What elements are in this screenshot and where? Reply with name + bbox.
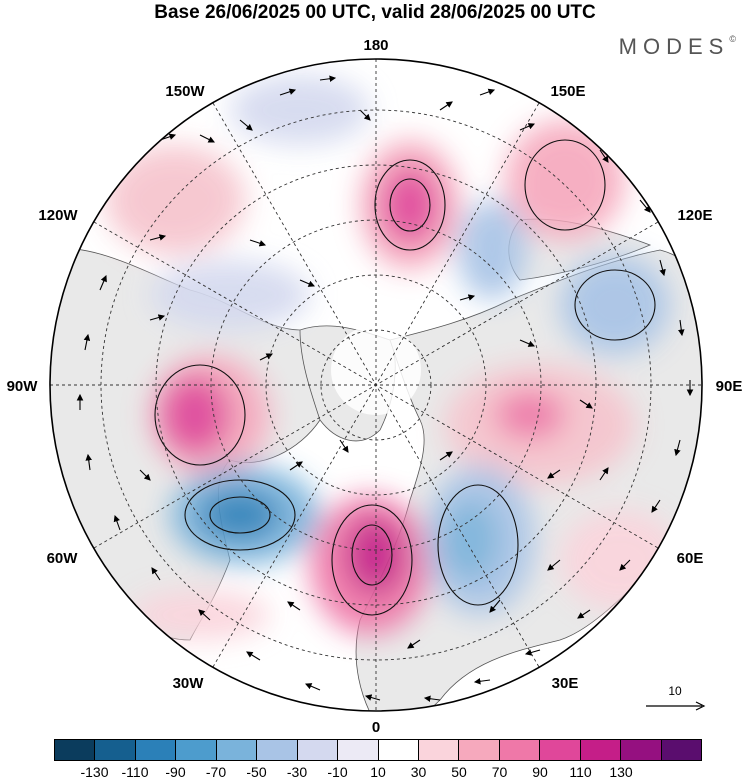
lon-label-0: 0 bbox=[372, 719, 380, 736]
lon-label-90e: 90E bbox=[716, 378, 743, 395]
colorbar-swatch bbox=[176, 740, 217, 760]
map-border bbox=[49, 58, 703, 712]
colorbar-swatch bbox=[55, 740, 96, 760]
colorbar-tick-label: -90 bbox=[165, 764, 186, 780]
colorbar bbox=[54, 739, 702, 761]
colorbar-swatch bbox=[540, 740, 581, 760]
colorbar-tick-label: -70 bbox=[205, 764, 227, 780]
longitude-labels: 180 0 90W 90E 150W 120W 60W 30W 150E 120… bbox=[7, 37, 743, 736]
map-disc bbox=[50, 59, 702, 711]
lon-label-30e: 30E bbox=[552, 675, 579, 692]
colorbar-tick-label: -30 bbox=[286, 764, 308, 780]
brand-name: MODES bbox=[618, 34, 730, 59]
colorbar-tick-label: 70 bbox=[491, 764, 508, 780]
reference-arrow-icon bbox=[646, 701, 706, 711]
reference-vector-label: 10 bbox=[668, 684, 682, 698]
colorbar-tick-label: 50 bbox=[451, 764, 467, 780]
colorbar-swatch bbox=[580, 740, 622, 760]
lon-label-60w: 60W bbox=[47, 550, 79, 567]
polar-cap bbox=[331, 325, 421, 415]
colorbar-swatch bbox=[499, 740, 541, 760]
lon-label-30w: 30W bbox=[173, 675, 205, 692]
colorbar-swatch bbox=[135, 740, 177, 760]
streamlines bbox=[154, 139, 656, 616]
colorbar-swatch bbox=[257, 740, 298, 760]
colorbar-tick-label: 30 bbox=[410, 764, 427, 780]
lon-label-120w: 120W bbox=[38, 207, 78, 224]
lon-label-180: 180 bbox=[363, 37, 388, 54]
lon-label-150w: 150W bbox=[165, 83, 205, 100]
colorbar-tick-label: 90 bbox=[532, 764, 548, 780]
wind-vectors bbox=[76, 75, 694, 702]
lon-label-90w: 90W bbox=[7, 378, 39, 395]
colorbar-ticks: -130 -110 -90 -70 -50 -30 -10 10 30 50 70 90 110 130 bbox=[54, 764, 702, 782]
colorbar-tick-label: 10 bbox=[370, 764, 386, 780]
lon-label-60e: 60E bbox=[677, 550, 704, 567]
colorbar-tick-label: -110 bbox=[121, 764, 149, 780]
colorbar-swatch bbox=[621, 740, 662, 760]
colorbar-swatch bbox=[95, 740, 136, 760]
lon-label-120e: 120E bbox=[677, 207, 712, 224]
map-title: Base 26/06/2025 00 UTC, valid 28/06/2025… bbox=[154, 2, 596, 23]
lon-label-150e: 150E bbox=[550, 83, 585, 100]
colorbar-swatch bbox=[378, 740, 419, 760]
colorbar-swatch bbox=[459, 740, 500, 760]
colorbar-tick-label: -50 bbox=[246, 764, 267, 780]
brand-logo: MODES© bbox=[619, 34, 736, 60]
graticule bbox=[50, 59, 702, 711]
colorbar-tick-label: -130 bbox=[80, 764, 109, 780]
colorbar-swatch bbox=[297, 740, 339, 760]
colorbar-tick-label: 130 bbox=[609, 764, 633, 780]
colorbar-swatch bbox=[216, 740, 258, 760]
colorbar-tick-label: 110 bbox=[569, 764, 592, 780]
colorbar-swatch bbox=[418, 740, 460, 760]
reference-vector: 10 bbox=[640, 684, 710, 714]
colorbar-tick-label: -10 bbox=[327, 764, 348, 780]
colorbar-swatch bbox=[661, 740, 701, 760]
colorbar-swatch bbox=[338, 740, 379, 760]
brand-mark: © bbox=[729, 34, 736, 44]
